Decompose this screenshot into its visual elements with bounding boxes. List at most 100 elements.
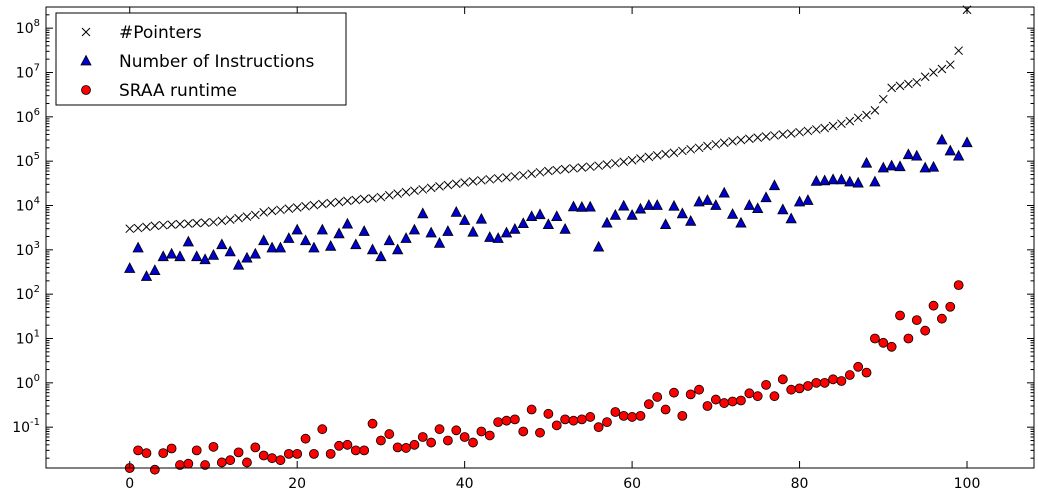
data-point-0-54 bbox=[577, 163, 587, 172]
data-point-1-43 bbox=[484, 231, 496, 242]
data-point-0-40 bbox=[460, 178, 469, 187]
data-point-2-23 bbox=[317, 424, 328, 435]
data-point-2-45 bbox=[501, 415, 512, 426]
data-point-1-38 bbox=[442, 225, 454, 236]
data-point-1-71 bbox=[718, 186, 730, 198]
legend-marker-2 bbox=[81, 85, 91, 95]
data-point-2-46 bbox=[509, 414, 520, 425]
data-point-0-80 bbox=[795, 127, 804, 137]
data-point-1-86 bbox=[844, 175, 856, 187]
data-point-2-88 bbox=[861, 367, 872, 378]
data-point-0-72 bbox=[728, 136, 737, 146]
y-tick-label: 101 bbox=[16, 329, 40, 348]
data-point-1-65 bbox=[668, 199, 680, 211]
data-point-0-82 bbox=[811, 125, 821, 134]
data-point-1-90 bbox=[877, 161, 889, 173]
data-point-0-52 bbox=[560, 164, 570, 174]
data-point-1-9 bbox=[199, 253, 211, 265]
data-point-0-47 bbox=[518, 170, 528, 180]
data-point-2-31 bbox=[384, 429, 395, 439]
data-point-2-73 bbox=[736, 395, 746, 406]
y-tick-label: 103 bbox=[16, 240, 40, 259]
data-point-2-18 bbox=[275, 455, 286, 466]
data-point-0-18 bbox=[276, 205, 285, 215]
data-point-2-36 bbox=[426, 437, 437, 448]
x-tick-label: 80 bbox=[791, 476, 809, 492]
y-tick-label: 104 bbox=[16, 195, 40, 214]
data-point-0-42 bbox=[477, 175, 486, 185]
data-point-1-11 bbox=[216, 238, 228, 250]
data-point-1-54 bbox=[576, 200, 588, 212]
data-point-0-53 bbox=[569, 163, 578, 173]
data-point-1-34 bbox=[408, 223, 421, 235]
data-point-2-62 bbox=[643, 399, 654, 410]
data-point-1-40 bbox=[458, 214, 471, 225]
data-point-2-66 bbox=[677, 410, 688, 421]
data-point-0-1 bbox=[133, 223, 143, 233]
data-point-2-40 bbox=[459, 432, 470, 442]
data-point-1-77 bbox=[768, 179, 781, 191]
data-point-0-83 bbox=[820, 123, 830, 133]
data-point-2-64 bbox=[660, 404, 671, 415]
data-point-1-56 bbox=[592, 240, 605, 252]
data-point-1-31 bbox=[383, 234, 395, 246]
data-point-0-61 bbox=[636, 154, 645, 163]
data-point-2-65 bbox=[669, 387, 679, 398]
data-point-0-36 bbox=[426, 183, 436, 193]
data-point-0-70 bbox=[711, 139, 721, 149]
tick-layer: 0 20 40 60 80 100 10-1 100 101 102 103 104 105 106 107… bbox=[12, 6, 1034, 492]
y-tick-label: 108 bbox=[16, 18, 40, 37]
data-point-1-94 bbox=[911, 149, 923, 161]
data-point-1-26 bbox=[341, 217, 354, 229]
data-point-1-85 bbox=[835, 173, 848, 185]
data-point-1-15 bbox=[249, 247, 261, 259]
data-point-1-20 bbox=[291, 223, 303, 235]
legend-label: Number of Instructions bbox=[119, 52, 314, 72]
data-point-0-7 bbox=[183, 219, 193, 228]
data-point-2-78 bbox=[777, 374, 788, 385]
data-point-2-35 bbox=[417, 432, 428, 442]
data-point-1-16 bbox=[258, 234, 270, 246]
data-point-2-8 bbox=[191, 445, 202, 456]
data-point-1-27 bbox=[350, 238, 362, 250]
series-0 bbox=[125, 5, 972, 234]
data-point-2-60 bbox=[627, 412, 638, 422]
data-point-0-60 bbox=[627, 155, 637, 165]
data-point-1-37 bbox=[433, 236, 446, 248]
data-point-2-25 bbox=[334, 440, 344, 451]
data-point-0-94 bbox=[912, 77, 922, 87]
data-point-1-52 bbox=[559, 222, 571, 234]
data-point-2-9 bbox=[200, 460, 210, 470]
data-point-1-83 bbox=[819, 174, 831, 186]
data-point-2-20 bbox=[292, 448, 303, 459]
data-point-0-51 bbox=[552, 165, 562, 175]
data-point-0-13 bbox=[234, 213, 243, 223]
data-point-0-29 bbox=[368, 193, 377, 203]
data-point-1-23 bbox=[316, 223, 328, 235]
data-point-1-48 bbox=[525, 210, 538, 222]
data-point-0-63 bbox=[652, 151, 662, 160]
data-point-2-59 bbox=[618, 410, 629, 421]
data-point-2-84 bbox=[828, 374, 838, 385]
data-point-2-56 bbox=[593, 422, 604, 433]
data-point-0-84 bbox=[828, 121, 838, 131]
data-point-1-25 bbox=[333, 227, 345, 239]
data-point-1-97 bbox=[936, 133, 948, 145]
data-point-0-91 bbox=[887, 83, 897, 93]
data-point-2-19 bbox=[283, 448, 294, 459]
data-point-1-80 bbox=[793, 195, 806, 207]
data-point-1-47 bbox=[517, 217, 529, 229]
data-point-1-72 bbox=[726, 208, 739, 219]
data-point-1-92 bbox=[894, 160, 906, 172]
data-point-0-0 bbox=[125, 224, 135, 234]
data-point-1-91 bbox=[885, 159, 898, 171]
x-tick-label: 20 bbox=[288, 476, 306, 492]
data-point-2-93 bbox=[903, 333, 914, 344]
data-point-1-55 bbox=[584, 200, 596, 212]
data-point-0-64 bbox=[661, 149, 670, 159]
y-tick-label: 102 bbox=[16, 284, 40, 303]
x-tick-label: 100 bbox=[954, 476, 981, 492]
data-point-2-39 bbox=[451, 425, 462, 436]
y-tick-label: 105 bbox=[16, 151, 40, 170]
data-point-1-6 bbox=[174, 250, 186, 262]
